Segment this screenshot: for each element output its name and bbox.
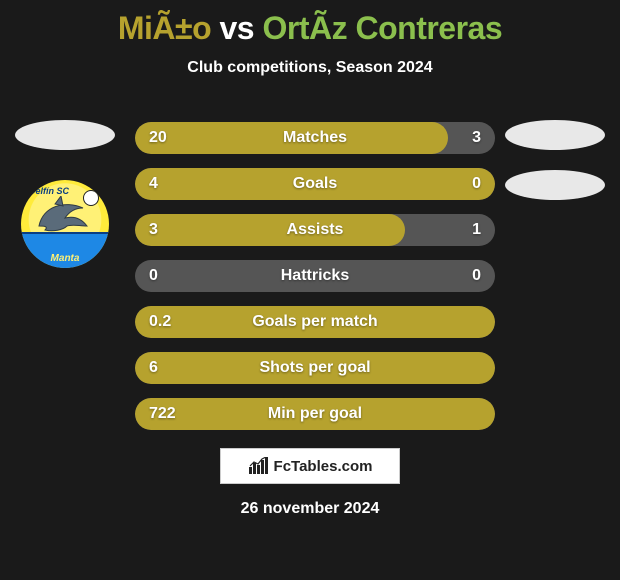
- stat-row: 20Matches3: [135, 122, 495, 154]
- stat-label: Shots per goal: [135, 352, 495, 384]
- stat-value-right: 1: [472, 214, 481, 246]
- stat-label: Assists: [135, 214, 495, 246]
- crest-placeholder-ellipse: [505, 170, 605, 200]
- stat-label: Min per goal: [135, 398, 495, 430]
- stat-value-right: 0: [472, 260, 481, 292]
- crest-ball-icon: [83, 190, 99, 206]
- stat-label: Hattricks: [135, 260, 495, 292]
- stat-row: 0.2Goals per match: [135, 306, 495, 338]
- stat-value-right: 0: [472, 168, 481, 200]
- title-player-left: MiÃ±o: [118, 10, 211, 46]
- stat-row: 0Hattricks0: [135, 260, 495, 292]
- title-vs: vs: [211, 10, 262, 46]
- stat-row: 6Shots per goal: [135, 352, 495, 384]
- dolphin-icon: [35, 196, 91, 236]
- stat-bars: 20Matches34Goals03Assists10Hattricks00.2…: [135, 122, 495, 430]
- crest-text-bottom: Manta: [21, 253, 109, 264]
- delfin-sc-crest: Delfín SC Manta: [21, 180, 109, 268]
- brand-box[interactable]: FcTables.com: [220, 448, 400, 484]
- page-subtitle: Club competitions, Season 2024: [0, 59, 620, 77]
- stat-label: Goals per match: [135, 306, 495, 338]
- left-crest-column: Delfín SC Manta: [10, 120, 120, 268]
- stat-row: 722Min per goal: [135, 398, 495, 430]
- crest-text-top: Delfín SC: [29, 186, 69, 196]
- footer-date: 26 november 2024: [0, 500, 620, 518]
- stat-row: 4Goals0: [135, 168, 495, 200]
- stat-label: Goals: [135, 168, 495, 200]
- right-crest-column: [500, 120, 610, 200]
- stat-row: 3Assists1: [135, 214, 495, 246]
- title-player-right: OrtÃ­z Contreras: [262, 10, 502, 46]
- crest-placeholder-ellipse: [505, 120, 605, 150]
- brand-text: FcTables.com: [274, 458, 373, 475]
- stat-label: Matches: [135, 122, 495, 154]
- page-title: MiÃ±o vs OrtÃ­z Contreras: [0, 0, 620, 47]
- crest-placeholder-ellipse: [15, 120, 115, 150]
- bar-chart-icon: [248, 457, 270, 475]
- stat-value-right: 3: [472, 122, 481, 154]
